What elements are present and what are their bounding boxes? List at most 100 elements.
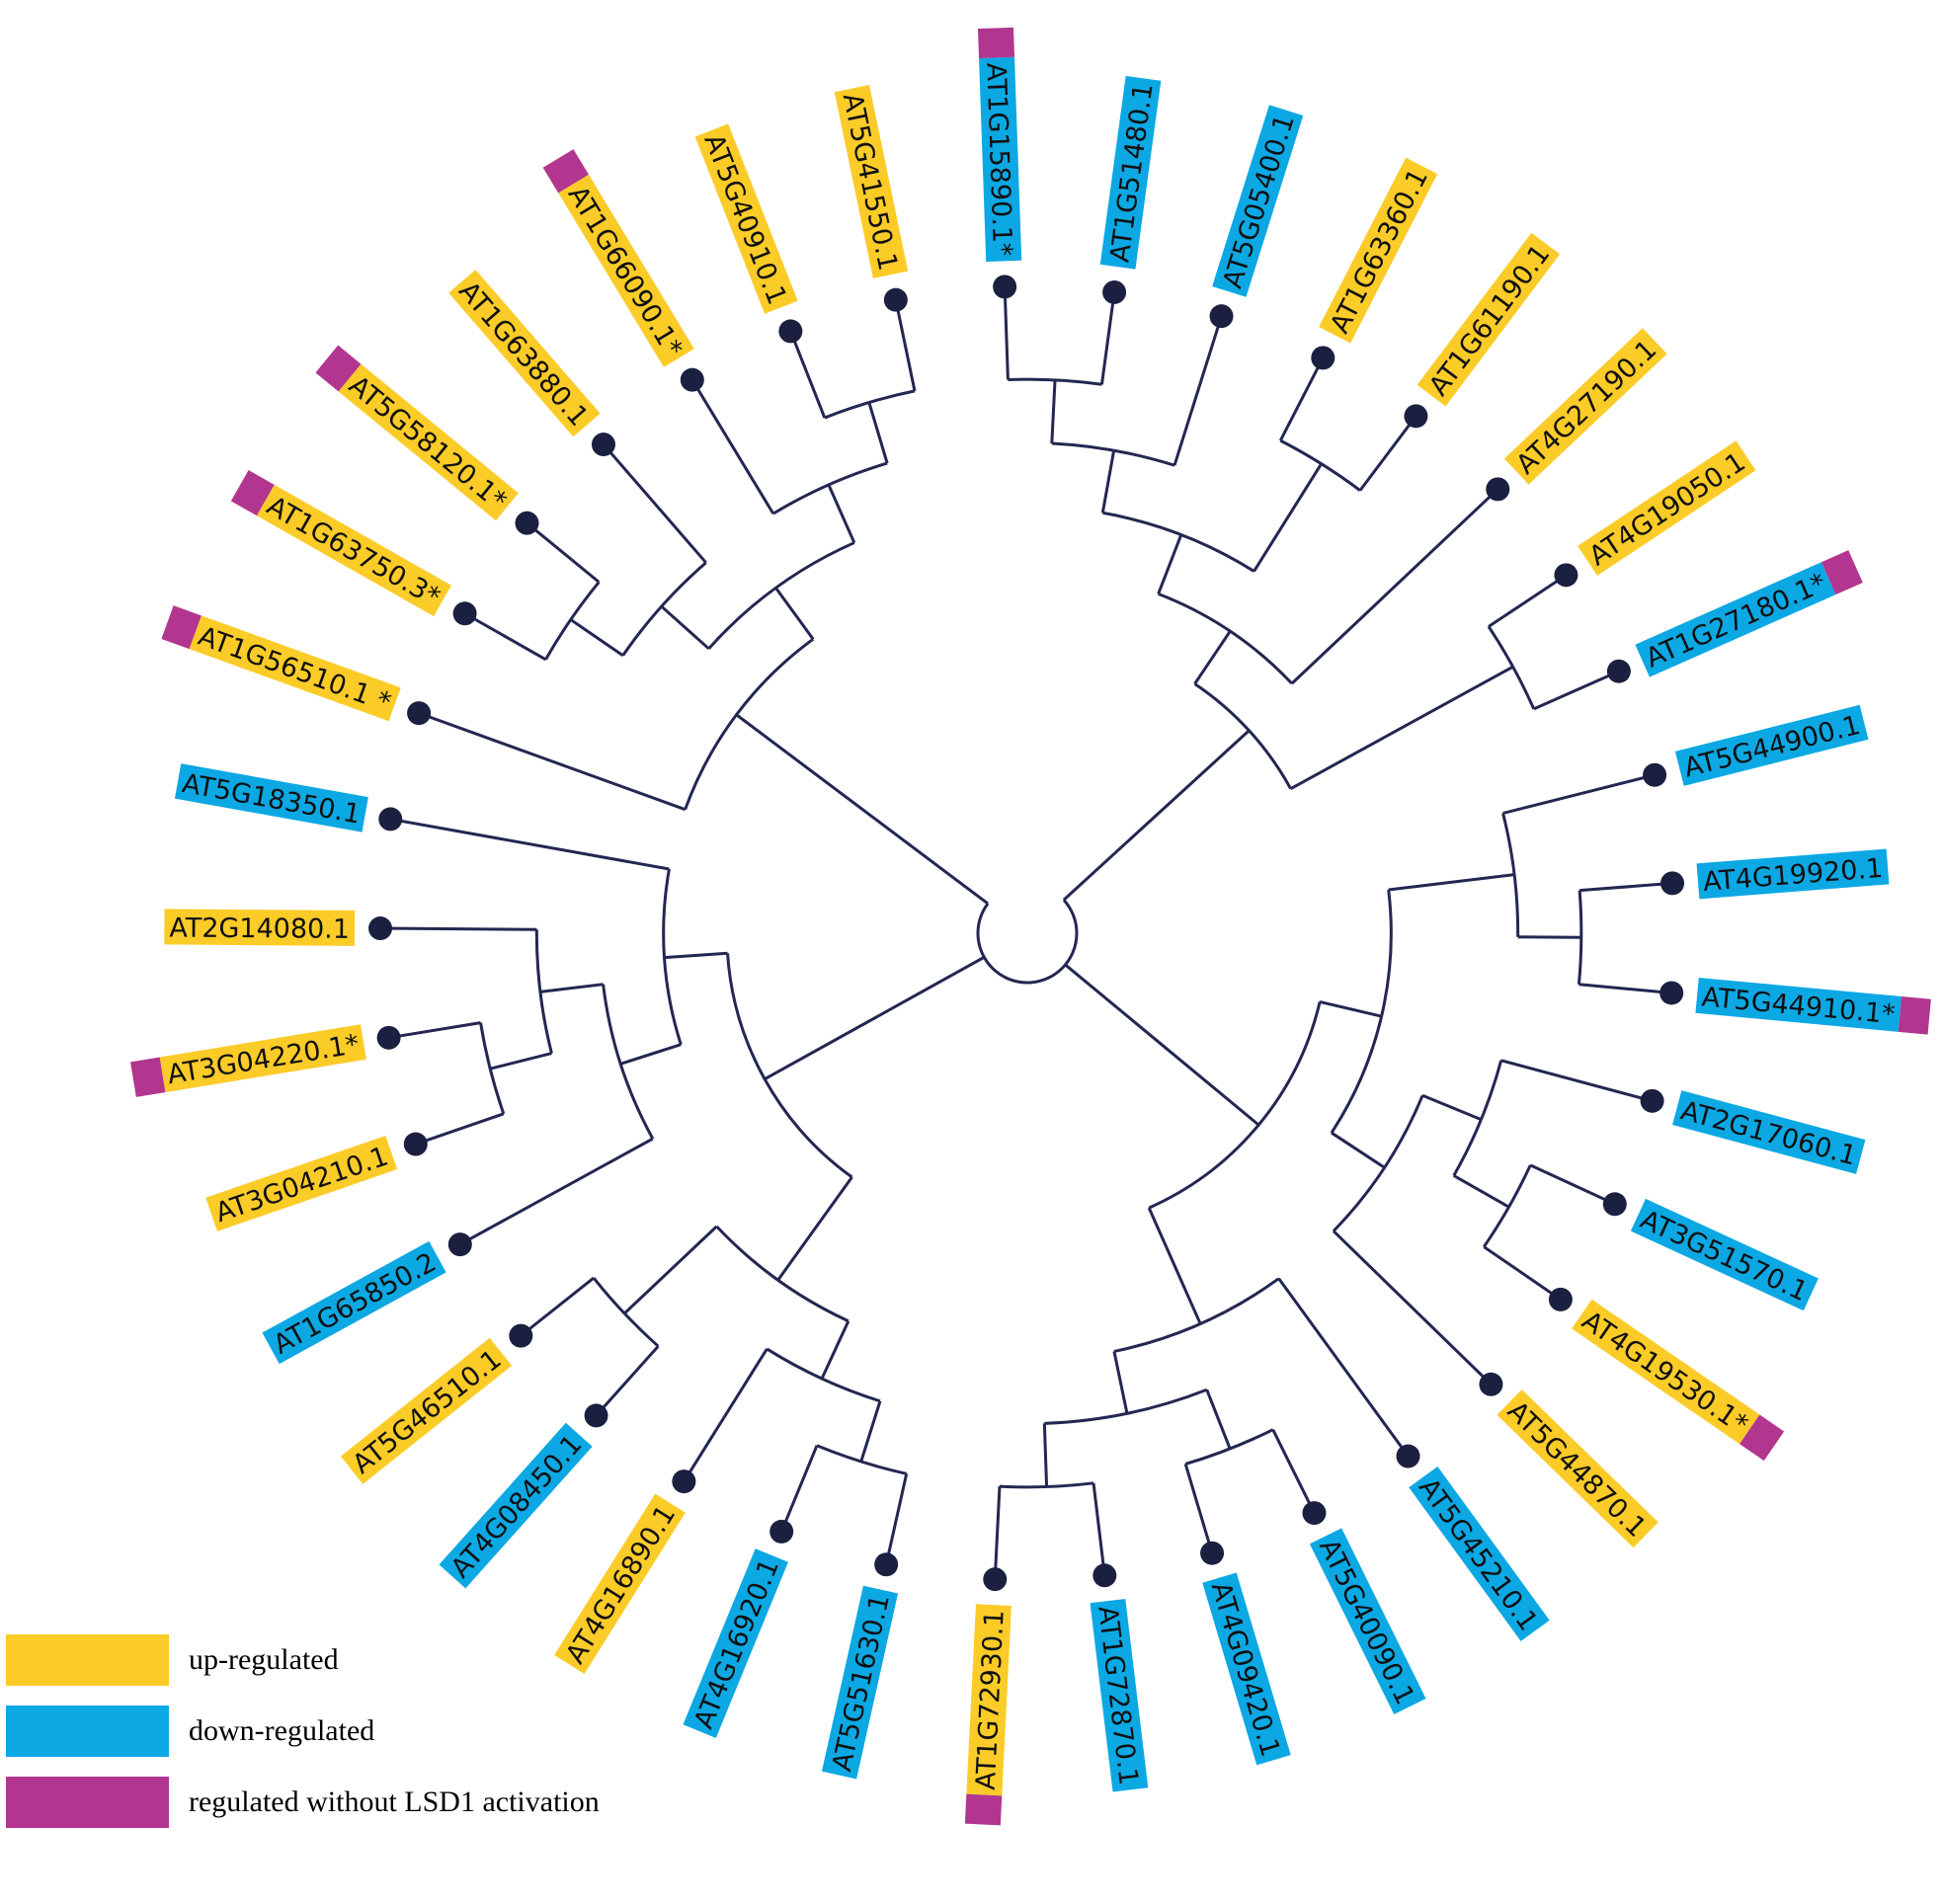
leaf-label: AT4G27190.1 — [1503, 328, 1667, 485]
up-regulated-box — [558, 174, 694, 367]
tip-dot — [584, 1403, 608, 1428]
branch-line — [1173, 315, 1223, 466]
lsd1-marker — [161, 605, 202, 650]
leaf-label: AT1G63750.3* — [230, 470, 451, 617]
down-regulated-box — [1674, 704, 1869, 786]
branch-line — [827, 484, 856, 544]
gene-id: AT1G27180.1* — [1642, 568, 1831, 674]
leaf-label: AT5G58120.1* — [315, 345, 519, 521]
branch-line — [418, 711, 687, 812]
branch-line — [1092, 1482, 1106, 1576]
branch-line — [1500, 1059, 1653, 1103]
legend-item-down: down-regulated — [6, 1706, 600, 1757]
branch-line — [1388, 873, 1515, 892]
lsd1-marker — [1821, 550, 1863, 595]
branch-arc — [684, 638, 815, 811]
gene-id: AT5G51630.1 — [827, 1591, 896, 1774]
gene-id: AT3G51570.1 — [1636, 1205, 1813, 1309]
up-regulated-box — [340, 1337, 513, 1484]
branch-line — [859, 1400, 882, 1463]
branch-line — [1578, 983, 1672, 994]
gene-id: AT1G63750.3* — [262, 491, 445, 613]
root-spoke — [764, 955, 986, 1081]
gene-id: AT4G27190.1 — [1510, 335, 1662, 481]
branch-line — [1579, 881, 1673, 893]
tip-dot — [1092, 1563, 1117, 1588]
tip-dot — [447, 1232, 472, 1257]
branch-line — [388, 1021, 481, 1040]
branch-line — [623, 1225, 718, 1315]
branch-line — [1050, 379, 1057, 444]
gene-id: AT5G45210.1 — [1413, 1472, 1544, 1636]
tip-dot — [591, 433, 615, 457]
branch-line — [380, 926, 537, 931]
legend-item-up: up-regulated — [6, 1634, 600, 1686]
branch-line — [1319, 1000, 1382, 1018]
tip-dot — [1396, 1444, 1420, 1468]
tip-dot — [1302, 1501, 1327, 1526]
tip-dot — [1311, 346, 1335, 370]
tip-dot — [1404, 404, 1428, 429]
branch-line — [1533, 670, 1620, 711]
down-regulated-box — [174, 763, 368, 833]
lsd1-marker — [1898, 995, 1931, 1035]
tip-dot — [376, 1025, 401, 1050]
leaf-label: AT5G41550.1 — [834, 84, 909, 278]
branch-line — [619, 1043, 682, 1066]
down-regulated-box — [1099, 75, 1162, 270]
lsd1-marker — [978, 27, 1015, 59]
leaf-label: AT1G63360.1 — [1319, 157, 1438, 344]
leaf-label: AT5G44910.1* — [1695, 977, 1931, 1035]
up-regulated-box — [256, 484, 451, 617]
up-regulated-box — [966, 1604, 1011, 1796]
legend: up-regulated down-regulated regulated wi… — [6, 1634, 600, 1848]
up-regulated-box — [448, 270, 601, 437]
branch-line — [1502, 773, 1656, 815]
up-regulated-box — [189, 615, 401, 722]
down-regulated-box — [439, 1422, 593, 1589]
down-regulated-box — [683, 1548, 788, 1738]
branch-line — [1099, 291, 1116, 385]
branch-line — [894, 299, 917, 392]
down-regulated-box — [1309, 1528, 1426, 1715]
branch-line — [463, 611, 547, 662]
branch-line — [489, 1052, 552, 1071]
tip-dot — [778, 319, 803, 344]
up-regulated-box — [1572, 1299, 1760, 1445]
branch-line — [774, 587, 815, 641]
gene-id: AT4G19050.1 — [1583, 446, 1750, 572]
branch-line — [1278, 357, 1325, 441]
branch-line — [1421, 1093, 1483, 1122]
branch-line — [520, 1276, 595, 1337]
gene-id: AT5G46510.1 — [347, 1344, 507, 1480]
tip-dot — [993, 275, 1017, 299]
down-regulated-box — [1090, 1598, 1149, 1792]
up-regulated-box — [694, 123, 798, 314]
gene-id: AT1G56510.1 * — [195, 621, 395, 719]
branch-line — [459, 1137, 654, 1246]
up-regulated-box — [834, 84, 909, 278]
tip-dot — [1554, 563, 1578, 588]
gene-id: AT1G66090.1* — [562, 181, 688, 362]
lsd1-marker — [964, 1793, 1003, 1826]
leaf-label: AT5G44900.1 — [1674, 704, 1869, 786]
leaf-label: AT4G09420.1 — [1202, 1572, 1291, 1766]
gene-id: AT2G14080.1 — [169, 912, 350, 944]
gene-id: AT3G04210.1 — [211, 1141, 392, 1229]
down-regulated-box — [262, 1240, 446, 1365]
legend-swatch-lsd1 — [6, 1777, 169, 1828]
down-regulated-box — [821, 1585, 899, 1780]
up-regulated-box — [1503, 328, 1667, 485]
root-spoke — [1062, 729, 1251, 902]
leaf-label: AT3G51570.1 — [1630, 1198, 1819, 1311]
up-regulated-box — [159, 1024, 366, 1093]
branch-line — [1253, 462, 1323, 573]
legend-swatch-up — [6, 1634, 169, 1686]
down-regulated-box — [1672, 1090, 1866, 1174]
leaf-label: AT2G14080.1 — [164, 909, 356, 946]
branch-line — [1100, 449, 1116, 514]
tip-dot — [515, 511, 539, 535]
branch-line — [1289, 665, 1514, 790]
lsd1-marker — [130, 1057, 166, 1097]
gene-id: AT1G63880.1 — [452, 276, 594, 432]
